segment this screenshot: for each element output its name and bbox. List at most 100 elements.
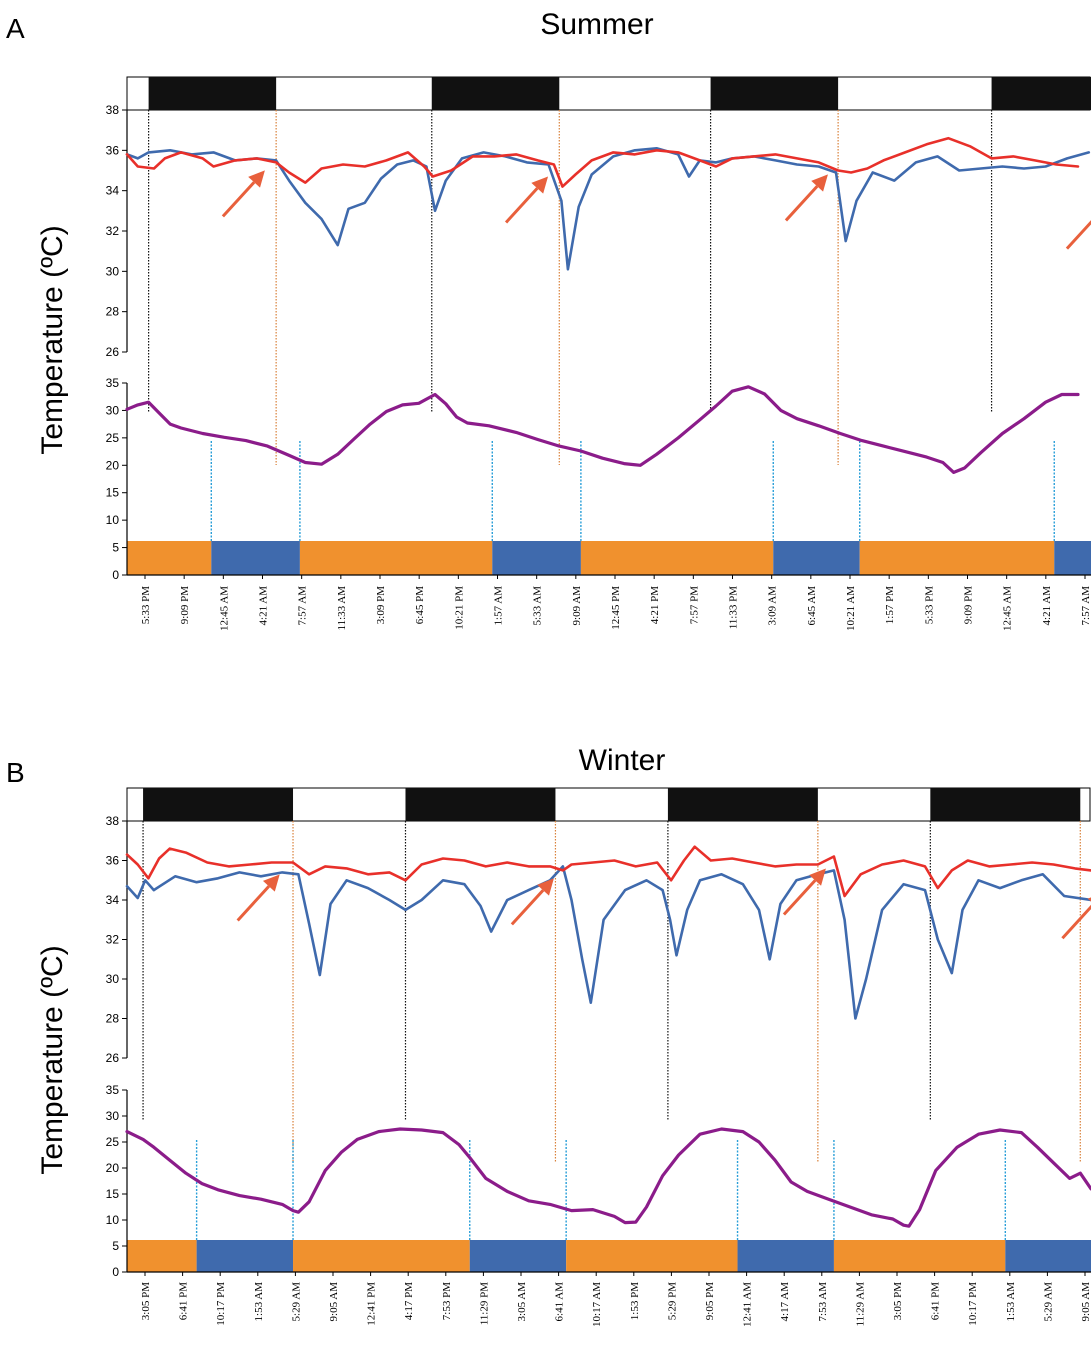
x-tick-label: 5:33 AM [532, 586, 544, 626]
upper-y-tick-label: 26 [106, 345, 120, 359]
arrow-head [531, 176, 549, 194]
x-tick-label: 9:05 AM [328, 1282, 340, 1322]
arrow-head [811, 174, 828, 192]
x-tick-label: 3:05 PM [892, 1282, 904, 1320]
x-tick-label: 9:05 AM [1080, 1282, 1091, 1322]
lower-y-tick-label: 15 [106, 1187, 120, 1201]
arrow-shaft [784, 185, 819, 222]
upper-y-tick-label: 30 [106, 972, 120, 986]
x-tick-label: 12:45 PM [610, 586, 622, 630]
lower-y-tick-label: 5 [112, 541, 119, 555]
night-block [143, 788, 294, 821]
night-block [710, 77, 839, 110]
arrow-head [537, 878, 554, 896]
x-tick-label: 7:57 PM [688, 586, 700, 624]
upper-y-tick-label: 32 [106, 224, 120, 238]
night-block [930, 788, 1081, 821]
night-block [405, 788, 556, 821]
x-tick-label: 7:53 AM [817, 1282, 829, 1322]
lower-y-tick-label: 25 [106, 431, 120, 445]
light-bar-segment [293, 1240, 470, 1272]
series-line-red [125, 136, 1080, 188]
panel-title-summer: Summer [540, 8, 653, 41]
x-tick-label: 5:29 AM [290, 1282, 302, 1322]
night-block [148, 77, 277, 110]
x-tick-label: 1:53 PM [629, 1282, 641, 1320]
x-tick-label: 6:41 PM [178, 1282, 190, 1320]
x-tick-label: 5:33 PM [140, 586, 152, 624]
plot-area-a: 38 36 34 32 30 28 26 35 30 25 20 15 10 5 0 5:33 PM 9:09 … [106, 76, 1091, 631]
light-bar-segment [859, 541, 1055, 575]
night-block [667, 788, 818, 821]
x-tick-label: 3:09 AM [767, 586, 779, 626]
x-tick-label: 4:17 PM [403, 1282, 415, 1320]
series-line-purple [125, 1127, 1091, 1228]
x-tick-label: 6:45 AM [806, 586, 818, 626]
x-tick-label: 1:53 AM [253, 1282, 265, 1322]
upper-y-tick-label: 36 [106, 854, 120, 868]
upper-y-tick-label: 32 [106, 933, 120, 947]
upper-y-tick-label: 28 [106, 305, 120, 319]
light-bar-segment [1054, 541, 1091, 575]
lower-y-tick-label: 5 [112, 1239, 119, 1253]
light-bar-segment [580, 541, 774, 575]
light-bar-segment [1005, 1240, 1091, 1272]
lower-y-tick-label: 15 [106, 486, 120, 500]
arrow-shaft [504, 187, 539, 224]
x-tick-label: 3:05 PM [140, 1282, 152, 1320]
y-axis-label-a: Temperature (ºC) [36, 225, 69, 454]
light-bar-segment [211, 541, 300, 575]
x-tick-label: 11:29 PM [478, 1282, 490, 1326]
upper-y-tick-label: 34 [106, 184, 120, 198]
light-bar-segment [127, 541, 212, 575]
x-tick-label: 9:09 PM [963, 586, 975, 624]
light-bar-segment [566, 1240, 738, 1272]
light-bar-segment [773, 541, 860, 575]
arrow-head [248, 170, 265, 188]
lower-y-tick-label: 10 [106, 513, 120, 527]
arrow-shaft [236, 885, 270, 922]
x-tick-label: 3:09 PM [375, 586, 387, 624]
x-tick-label: 9:05 PM [704, 1282, 716, 1320]
light-bar-segment [492, 541, 581, 575]
lower-y-tick-label: 35 [106, 376, 120, 390]
x-tick-label: 6:41 PM [930, 1282, 942, 1320]
plot-area-b: 38 36 34 32 30 28 26 35 30 25 20 15 10 5 0 3:05 PM 6:41 … [106, 787, 1091, 1327]
arrow-head [809, 868, 826, 886]
lower-y-tick-label: 30 [106, 403, 120, 417]
light-bar-segment [196, 1240, 294, 1272]
x-tick-label: 11:29 AM [854, 1282, 866, 1327]
x-tick-label: 10:17 PM [215, 1282, 227, 1326]
night-block [431, 77, 560, 110]
arrow-shaft [221, 181, 256, 218]
x-tick-label: 10:21 AM [845, 586, 857, 631]
lower-y-tick-label: 25 [106, 1135, 120, 1149]
arrow-head [1087, 897, 1091, 902]
x-tick-label: 5:29 PM [666, 1282, 678, 1320]
x-tick-label: 12:45 AM [1002, 586, 1014, 631]
upper-y-tick-label: 38 [106, 103, 120, 117]
light-bar-segment [833, 1240, 1006, 1272]
x-tick-label: 7:53 PM [441, 1282, 453, 1320]
x-tick-label: 4:21 PM [649, 586, 661, 624]
x-tick-label: 12:41 PM [366, 1282, 378, 1326]
x-tick-label: 5:29 AM [1042, 1282, 1054, 1322]
light-bar-segment [737, 1240, 834, 1272]
lower-y-tick-label: 30 [106, 1109, 120, 1123]
x-tick-label: 4:17 AM [779, 1282, 791, 1322]
x-tick-label: 6:41 AM [554, 1282, 566, 1322]
lower-y-tick-label: 0 [112, 1265, 119, 1279]
upper-y-tick-label: 38 [106, 814, 120, 828]
x-tick-label: 12:45 AM [218, 586, 230, 631]
series-line-blue [125, 147, 1091, 271]
x-tick-label: 4:21 AM [258, 586, 270, 626]
panel-b-winter: B Winter Temperature (ºC) 38 36 34 32 30 28 26… [6, 744, 1091, 1327]
upper-y-tick-label: 30 [106, 264, 120, 278]
upper-y-tick-label: 26 [106, 1051, 120, 1065]
series-line-blue [125, 865, 1091, 1020]
upper-y-tick-label: 36 [106, 143, 120, 157]
lower-y-tick-label: 20 [106, 1161, 120, 1175]
lower-y-tick-label: 10 [106, 1213, 120, 1227]
panel-letter-a: A [6, 13, 25, 44]
lower-y-tick-label: 0 [112, 568, 119, 582]
